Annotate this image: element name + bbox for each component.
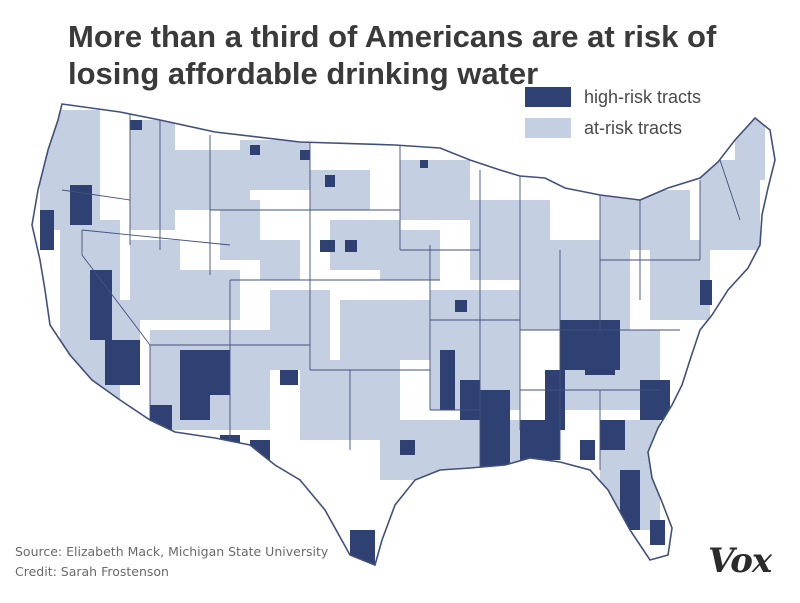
vox-logo: Vox [708,541,772,581]
high-risk-swatch [525,87,571,107]
credits: Source: Elizabeth Mack, Michigan State U… [15,542,328,582]
legend-item-high-risk: high-risk tracts [525,86,701,108]
legend-label-at-risk: at-risk tracts [584,117,683,138]
legend: high-risk tracts at-risk tracts [525,86,701,148]
legend-item-at-risk: at-risk tracts [525,117,701,139]
credit-text: Credit: Sarah Frostenson [15,564,169,579]
us-outline [31,103,776,567]
state-borders [61,112,741,470]
legend-label-high-risk: high-risk tracts [584,86,702,107]
page-title: More than a third of Americans are at ri… [68,19,717,91]
source-text: Source: Elizabeth Mack, Michigan State U… [15,544,329,559]
at-risk-tracts [40,110,765,530]
at-risk-swatch [525,118,571,138]
